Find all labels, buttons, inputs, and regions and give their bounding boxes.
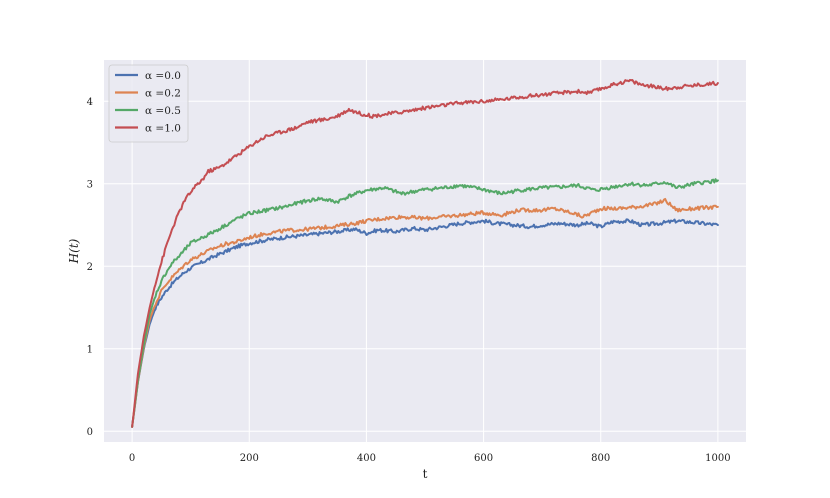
x-tick-label: 0 xyxy=(129,453,135,464)
x-tick-label: 200 xyxy=(240,453,259,464)
series-layer xyxy=(131,78,719,428)
series-line xyxy=(131,218,719,428)
y-tick-label: 3 xyxy=(87,179,93,190)
x-tick-label: 600 xyxy=(474,453,493,464)
x-tick-labels: 0 200 400 600 800 1000 xyxy=(129,453,731,464)
legend-label: α =0.5 xyxy=(145,105,181,117)
y-tick-label: 0 xyxy=(87,427,93,438)
x-tick-label: 800 xyxy=(591,453,610,464)
legend-label: α =0.0 xyxy=(145,70,181,82)
y-tick-label: 4 xyxy=(87,97,93,108)
y-tick-label: 1 xyxy=(87,344,93,355)
series-line xyxy=(131,197,719,428)
legend: α =0.0 α =0.2 α =0.5 α =1.0 xyxy=(108,64,189,143)
plot-background xyxy=(104,60,746,442)
y-tick-label: 2 xyxy=(87,262,93,273)
y-axis-label: H(t) xyxy=(67,238,81,264)
x-axis-label: t xyxy=(423,467,428,481)
y-tick-labels: 0 1 2 3 4 xyxy=(87,97,93,438)
legend-label: α =1.0 xyxy=(145,122,181,134)
legend-label: α =0.2 xyxy=(145,87,181,99)
legend-box xyxy=(108,64,189,143)
x-tick-label: 400 xyxy=(357,453,376,464)
x-tick-label: 1000 xyxy=(705,453,730,464)
series-line xyxy=(131,78,719,428)
series-line xyxy=(131,178,719,428)
